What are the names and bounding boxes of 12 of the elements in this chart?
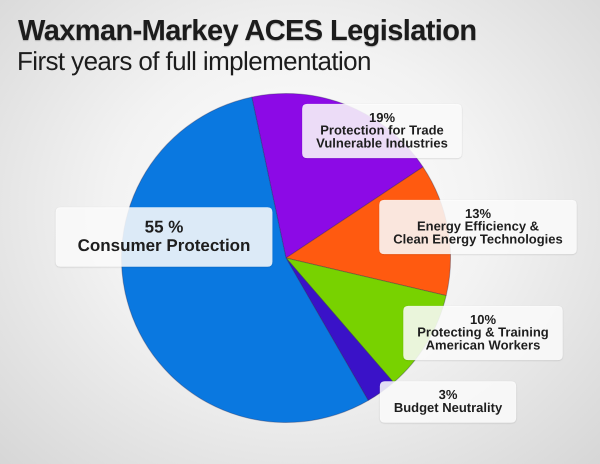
slice-label: Energy Efficiency & Clean Energy Technologies bbox=[393, 218, 563, 246]
slice-label: Protection for Trade Vulnerable Industries bbox=[316, 122, 448, 150]
slice-label: Consumer Protection bbox=[78, 236, 250, 256]
data-label: 19% bbox=[368, 110, 396, 125]
chart-subtitle: First years of full implementation bbox=[17, 46, 371, 76]
data-label: 55 % bbox=[144, 217, 184, 236]
data-label: 13% bbox=[464, 206, 492, 221]
chart-title: Waxman-Markey ACES Legislation bbox=[18, 15, 476, 48]
slice-label: Budget Neutrality bbox=[394, 400, 503, 415]
data-label: 3% bbox=[438, 387, 458, 402]
slice-label: Protecting & Training American Workers bbox=[417, 324, 549, 352]
data-label: 10% bbox=[470, 312, 496, 327]
